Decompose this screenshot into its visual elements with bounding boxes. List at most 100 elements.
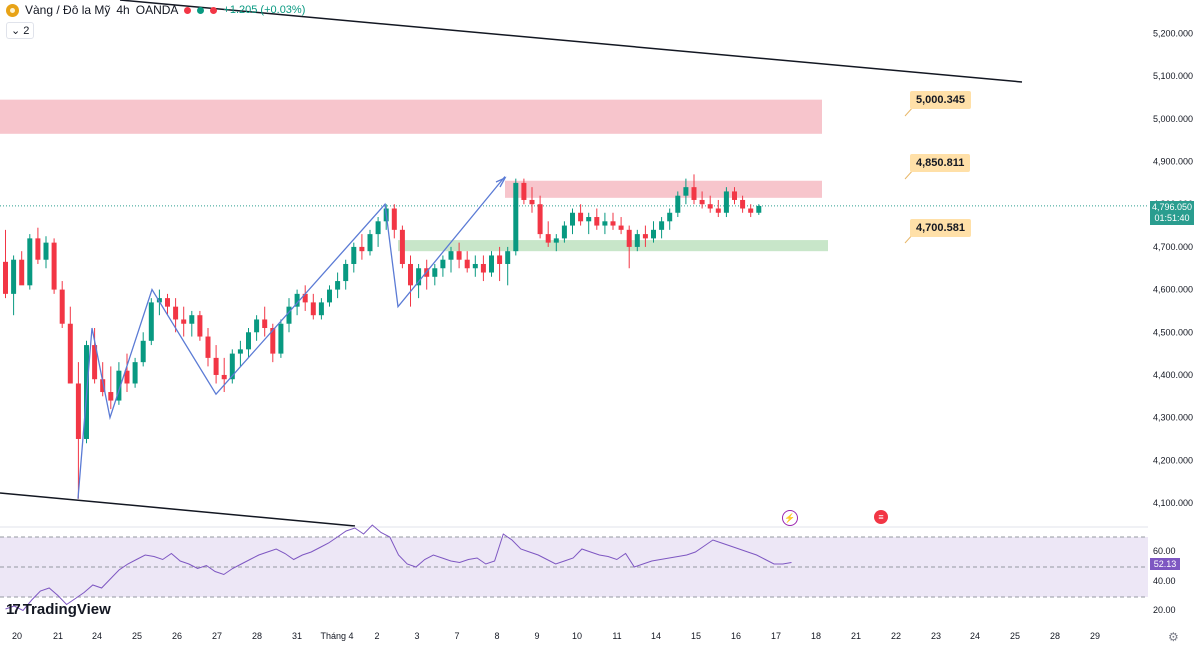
rsi-tick-label: 20.00 [1153,605,1176,615]
candle-body [318,302,324,316]
candle-body [723,191,729,213]
level-label-upper[interactable]: 5,000.345 [910,91,971,109]
candle-body [335,281,341,290]
time-tick-label: 31 [292,631,302,641]
candle-body [165,298,170,307]
symbol-header[interactable]: Vàng / Đô la Mỹ 4h OANDA +1.205 (+0.03%) [6,3,305,17]
rsi-tick-label: 40.00 [1153,576,1176,586]
candle-body [748,208,754,213]
candle-body [505,251,511,264]
time-tick-label: 24 [970,631,980,641]
time-tick-label: 28 [1050,631,1060,641]
time-tick-label: 21 [53,631,63,641]
candle-body [391,208,397,230]
candle-body [561,225,567,239]
candle-body [586,217,592,222]
candle-body [270,328,276,354]
level-label-middle[interactable]: 4,850.811 [910,154,971,172]
candle-body [513,182,519,252]
gold-coin-icon [6,3,19,17]
price-tick-label: 5,100.000 [1153,71,1193,81]
time-tick-label: 26 [172,631,182,641]
candle-body [440,259,446,269]
time-tick-label: 3 [414,631,419,641]
indicator-toggle[interactable]: ⌄ 2 [6,22,35,39]
resistance-zone-middle [505,180,822,198]
support-zone [398,240,828,252]
level-label-lower[interactable]: 4,700.581 [910,219,971,237]
candle-body [327,289,332,303]
price-tick-label: 4,300.000 [1153,413,1193,423]
tradingview-logo[interactable]: 17 TradingView [6,601,111,618]
source-label: OANDA [135,3,179,17]
resistance-zone-upper [0,99,822,134]
candle-body [732,191,737,200]
candle-body [699,199,705,205]
gear-icon[interactable]: ⚙ [1168,630,1179,644]
candle-body [108,392,114,401]
candle-body [351,246,357,264]
candle-body [497,255,503,264]
candle-body [173,306,179,320]
last-price: 4,796.050 [1151,202,1193,212]
candle-body [375,221,381,235]
market-status-icon [184,6,192,14]
candle-body [480,263,486,273]
candle-body [246,332,251,350]
candle-body [416,268,422,286]
time-tick-label: 21 [851,631,861,641]
time-tick-label: 11 [612,631,621,641]
candle-body [3,261,8,294]
lightning-event-icon[interactable]: ⚡ [782,510,798,526]
interval-label[interactable]: 4h [116,3,130,17]
candle-body [75,383,81,439]
time-tick-label: 24 [92,631,102,641]
candle-body [310,302,316,316]
candle-body [67,323,73,384]
candle-body [489,255,494,273]
candle-body [92,345,98,380]
time-tick-label: 20 [12,631,22,641]
time-tick-label: 18 [811,631,821,641]
candle-body [100,379,106,393]
price-tick-label: 4,600.000 [1153,285,1193,295]
candle-body [359,246,365,252]
candle-body [302,293,308,303]
symbol-name[interactable]: Vàng / Đô la Mỹ [25,3,111,17]
candle-body [27,238,33,286]
candle-body [11,259,17,294]
candle-body [294,293,300,307]
time-tick-label: 8 [494,631,499,641]
candle-body [343,263,349,282]
candle-body [19,259,25,286]
price-tick-label: 5,000.000 [1153,114,1193,124]
candle-body [278,323,284,354]
rsi-tick-label: 60.00 [1153,546,1176,556]
candle-body [626,229,632,247]
zigzag-pattern-line [77,176,506,499]
indicator-count: 2 [23,25,30,37]
us-flag-event-icon[interactable]: ≡ [874,510,888,524]
time-tick-label: 22 [891,631,901,641]
candle-body [156,298,162,303]
candle-body [205,336,211,358]
candle-body [197,315,203,337]
candle-body [594,217,600,226]
time-tick-label: Tháng 4 [320,631,353,641]
candle-body [618,225,624,230]
candle-body [229,353,235,380]
candle-body [181,319,187,324]
price-tick-label: 4,400.000 [1153,370,1193,380]
candle-body [286,306,292,324]
candle-body [659,221,665,230]
candle-body [667,212,673,222]
candle-body [464,259,470,269]
time-tick-label: 23 [931,631,941,641]
candle-body [570,212,575,226]
time-tick-label: 7 [454,631,459,641]
candle-body [148,302,154,341]
candle-body [132,362,138,384]
candle-body [642,234,648,239]
candle-body [740,199,746,209]
